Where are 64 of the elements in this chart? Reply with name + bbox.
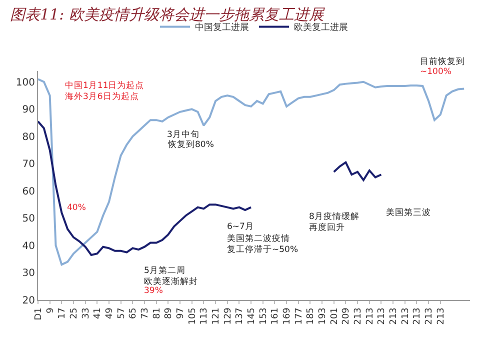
annotation: 3月中旬 — [167, 129, 200, 140]
x-tick-label: 185 — [306, 308, 316, 325]
legend-label: 中国复工进展 — [195, 22, 249, 34]
y-tick-label: 50 — [22, 214, 35, 225]
x-tick-label: 105 — [188, 308, 198, 325]
text: 目前恢复到 — [420, 56, 465, 67]
x-tick-label: 129 — [223, 307, 234, 325]
x-tick-label: 89 — [164, 307, 174, 320]
x-tick-label: 213 — [436, 308, 446, 325]
y-tick-label: 70 — [22, 159, 35, 170]
x-tick-label: 213 — [400, 308, 411, 325]
x-tick-label: 213 — [377, 308, 388, 325]
annotation: 5月第二周 — [144, 265, 186, 276]
y-tick-label: 40 — [22, 240, 35, 252]
x-tick-label: 213 — [424, 308, 435, 325]
annotation: 欧美逐渐解封 — [144, 276, 198, 287]
x-tick-label: 57 — [116, 308, 127, 320]
x-tick-label: 213 — [365, 308, 376, 325]
x-tick-label: 209 — [342, 307, 352, 325]
y-tick-label: 20 — [22, 296, 35, 306]
x-tick-label: 25 — [69, 308, 80, 320]
legend-label: 欧美复工进展 — [294, 22, 348, 34]
x-tick-label: 177 — [294, 308, 304, 325]
y-tick-label: 100 — [16, 77, 35, 88]
x-tick-label: 33 — [81, 308, 92, 320]
x-tick-label: 201 — [330, 308, 340, 325]
y-tick-label: 90 — [22, 104, 35, 116]
x-tick-label: 9 — [46, 307, 56, 314]
annotation: 8月疫情缓解 — [309, 211, 360, 222]
annotation: 6~7月 — [227, 222, 254, 232]
annotation: 美国第二波疫情 — [227, 233, 290, 244]
x-tick-label: 153 — [258, 308, 269, 325]
annotation: 海外3月6日为起点 — [65, 91, 139, 102]
annotation: ~100% — [420, 67, 452, 77]
annotation: 美国第三波 — [386, 207, 431, 218]
x-tick-label: 145 — [246, 308, 257, 325]
x-tick-label: 193 — [318, 308, 328, 325]
x-tick-label: 213 — [412, 308, 423, 325]
x-tick-label: 213 — [388, 308, 399, 325]
x-tick-label: 73 — [140, 308, 150, 320]
annotation: 40% — [67, 203, 86, 213]
x-tick-label: 113 — [200, 308, 210, 325]
x-tick-label: 17 — [58, 308, 68, 320]
annotation: 39% — [144, 286, 163, 296]
x-tick-label: 169 — [282, 307, 292, 325]
x-tick-label: 41 — [93, 308, 104, 320]
y-tick-label: 80 — [22, 132, 35, 143]
x-tick-label: 49 — [104, 307, 115, 320]
annotation: 复工停滞于~50% — [227, 244, 298, 255]
x-tick-label: D1 — [34, 308, 44, 320]
x-tick-label: 97 — [176, 308, 186, 320]
chart-title: 图表11: 欧美疫情升级将会进一步拖累复工进展 — [10, 6, 325, 24]
x-tick-label: 161 — [270, 308, 281, 325]
y-tick-label: 60 — [22, 186, 35, 198]
x-tick-label: 121 — [211, 308, 222, 325]
x-tick-label: 81 — [152, 308, 162, 320]
annotation: 恢复到80% — [167, 139, 214, 150]
line-series — [38, 78, 466, 266]
annotation: 中国1月11日为起点 — [65, 80, 144, 91]
x-tick-label: 137 — [235, 308, 246, 325]
x-tick-label: 65 — [128, 308, 139, 320]
x-tick-label: 213 — [353, 308, 364, 325]
annotation: 再度回升 — [309, 222, 345, 233]
y-tick-label: 30 — [22, 268, 35, 280]
